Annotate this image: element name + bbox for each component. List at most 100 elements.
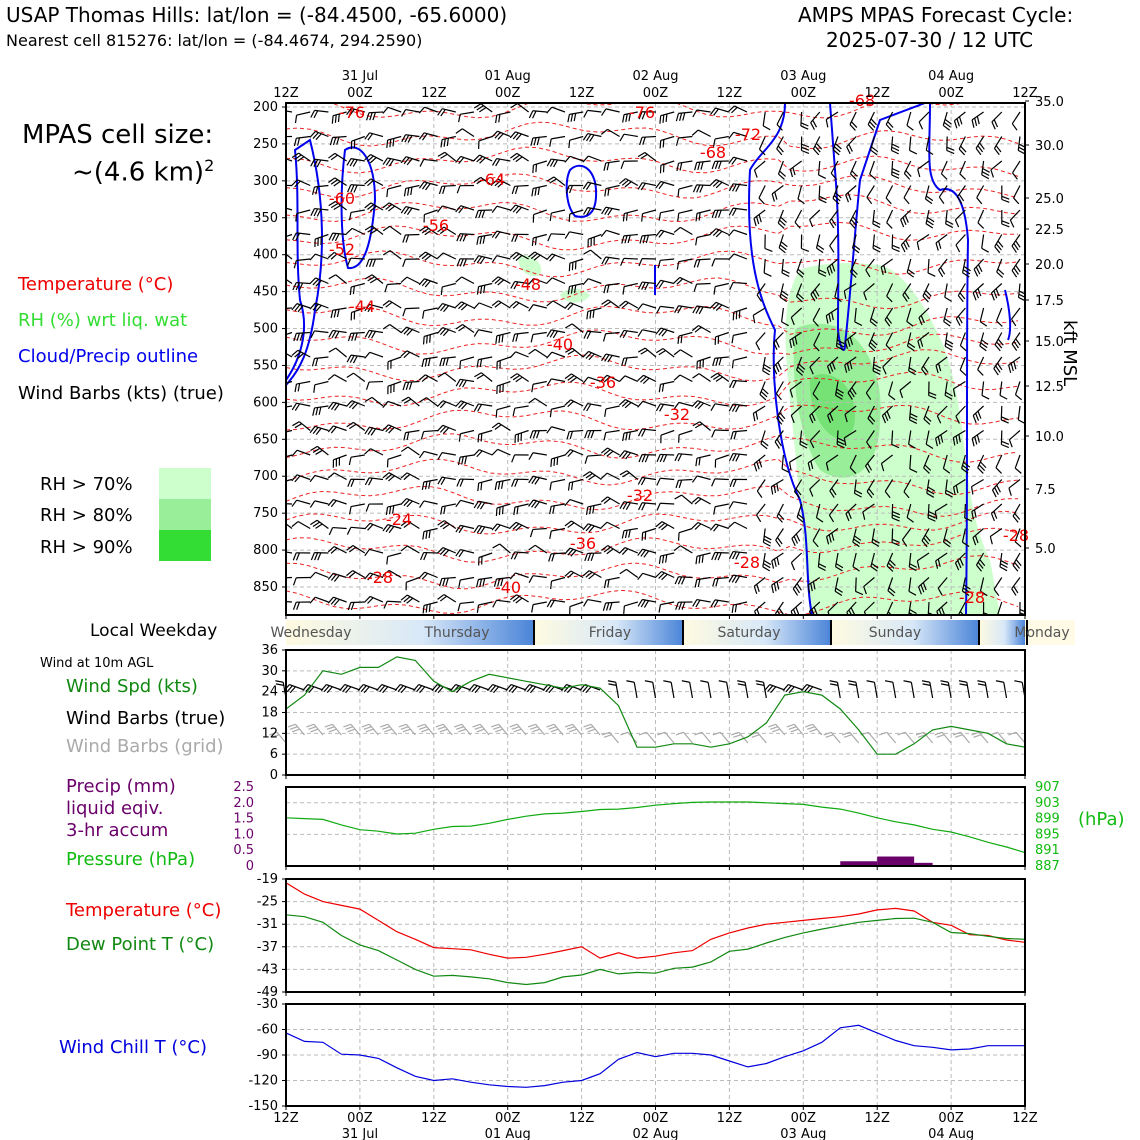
wind-barb-feather: [528, 348, 536, 355]
wind-barb: [351, 227, 366, 236]
wind-barb: [496, 405, 511, 411]
wind-barb-feather: [462, 258, 467, 267]
wind-barb-feather: [957, 315, 963, 324]
wind-barb-feather: [570, 113, 574, 122]
wind-barb: [1011, 234, 1021, 247]
wind-barb-feather: [476, 236, 479, 245]
wind-barb-feather: [621, 179, 629, 186]
wind-barb: [441, 184, 456, 187]
wind-barb-feather: [363, 686, 370, 694]
wind-barb: [626, 470, 639, 480]
wind-barb-feather: [424, 254, 432, 261]
wind-barb: [681, 494, 693, 505]
wind-barb-feather: [657, 260, 661, 269]
wind-barb-feather: [936, 734, 945, 738]
wind-barb-feather: [826, 366, 831, 374]
legend-cloud: Cloud/Precip outline: [18, 346, 199, 367]
x-top-tick-label: 12Z: [864, 86, 890, 101]
wind-barb: [696, 454, 711, 459]
wind-barb-feather: [677, 453, 683, 462]
wind-barb-feather: [418, 106, 425, 114]
wind-barb: [906, 111, 912, 126]
wind-barb-feather: [834, 296, 842, 303]
wind-barb-feather: [509, 251, 517, 258]
wind-barb-feather: [916, 560, 920, 569]
wind-barb-feather: [945, 342, 953, 348]
wind-barb-feather: [327, 374, 335, 381]
wind-barb-feather: [782, 684, 789, 691]
wind-barb-feather: [637, 599, 643, 607]
wind-barb-feather: [924, 534, 931, 542]
wind-barb: [955, 209, 966, 221]
wind-barb: [442, 302, 456, 309]
wind-barb-feather: [473, 176, 482, 183]
wind-barb: [478, 576, 493, 581]
wind-barb: [906, 503, 912, 518]
wind-barb: [972, 528, 984, 539]
wind-barb-feather: [592, 505, 595, 514]
wind-barb: [699, 421, 711, 431]
wind-barb-feather: [920, 315, 925, 324]
wind-barb: [944, 381, 948, 396]
wind-barb-feather: [312, 426, 319, 435]
wind-barb-feather: [456, 258, 461, 267]
wind-barb-feather: [515, 524, 523, 532]
wind-barb: [460, 499, 475, 505]
wind-barb: [792, 577, 803, 590]
wind-barb-feather: [573, 284, 577, 294]
wind-barb-feather: [568, 185, 573, 194]
wind-barb-feather: [937, 558, 941, 568]
wind-barb-feather: [678, 479, 683, 488]
wind-barb-feather: [809, 728, 818, 733]
y-tick-label: -37: [257, 940, 278, 955]
wind-barb-feather: [1014, 561, 1021, 569]
wind-barb-feather: [733, 431, 737, 440]
wind-barb-feather: [622, 451, 628, 459]
wind-barb-feather: [548, 553, 552, 562]
wind-barb-feather: [850, 607, 856, 615]
wind-barb-feather: [606, 284, 610, 293]
wind-barb-feather: [830, 172, 837, 180]
wind-barb-feather: [334, 114, 337, 123]
wind-barb: [387, 552, 402, 558]
wind-barb-feather: [534, 187, 537, 196]
wind-barb: [498, 723, 509, 736]
wind-barb-feather: [348, 212, 352, 221]
wind-barb-feather: [324, 723, 333, 728]
wind-barb: [514, 405, 529, 409]
wind-barb-feather: [403, 188, 407, 197]
wind-barb-feather: [511, 478, 516, 487]
wind-barb-feather: [495, 115, 498, 124]
wind-barb-feather: [510, 373, 518, 379]
wind-barb: [854, 307, 857, 322]
wind-barb: [790, 405, 803, 416]
wind-barb-feather: [691, 475, 698, 483]
wind-barb-feather: [776, 124, 783, 131]
wind-barb: [407, 520, 420, 530]
wind-barb-feather: [695, 213, 698, 222]
wind-barb-feather: [437, 205, 443, 213]
rh-swatch-70: [159, 468, 211, 499]
wind-barb-feather: [623, 605, 625, 614]
wind-barb-feather: [330, 573, 337, 581]
wind-barb-feather: [698, 555, 701, 564]
wind-barb-feather: [450, 684, 457, 691]
y-tick-label: -150: [248, 1099, 278, 1114]
wind-barb-feather: [963, 584, 971, 590]
wind-barb-feather: [923, 537, 930, 545]
wind-barb: [797, 185, 803, 200]
wind-barb-feather: [908, 367, 917, 373]
wind-barb-feather: [837, 437, 846, 442]
wind-barb-feather: [779, 219, 786, 226]
wind-barb-feather: [476, 155, 483, 163]
wind-barb-feather: [328, 200, 336, 207]
wind-barb: [910, 682, 915, 699]
wind-barb-feather: [473, 403, 479, 412]
wind-barb: [515, 131, 529, 138]
wind-barb-feather: [339, 684, 346, 691]
wind-barb-feather: [673, 402, 680, 410]
wind-barb-feather: [694, 731, 703, 736]
wind-barb-feather: [996, 362, 1003, 371]
wind-barb-feather: [775, 339, 780, 348]
wind-barb: [460, 378, 475, 383]
